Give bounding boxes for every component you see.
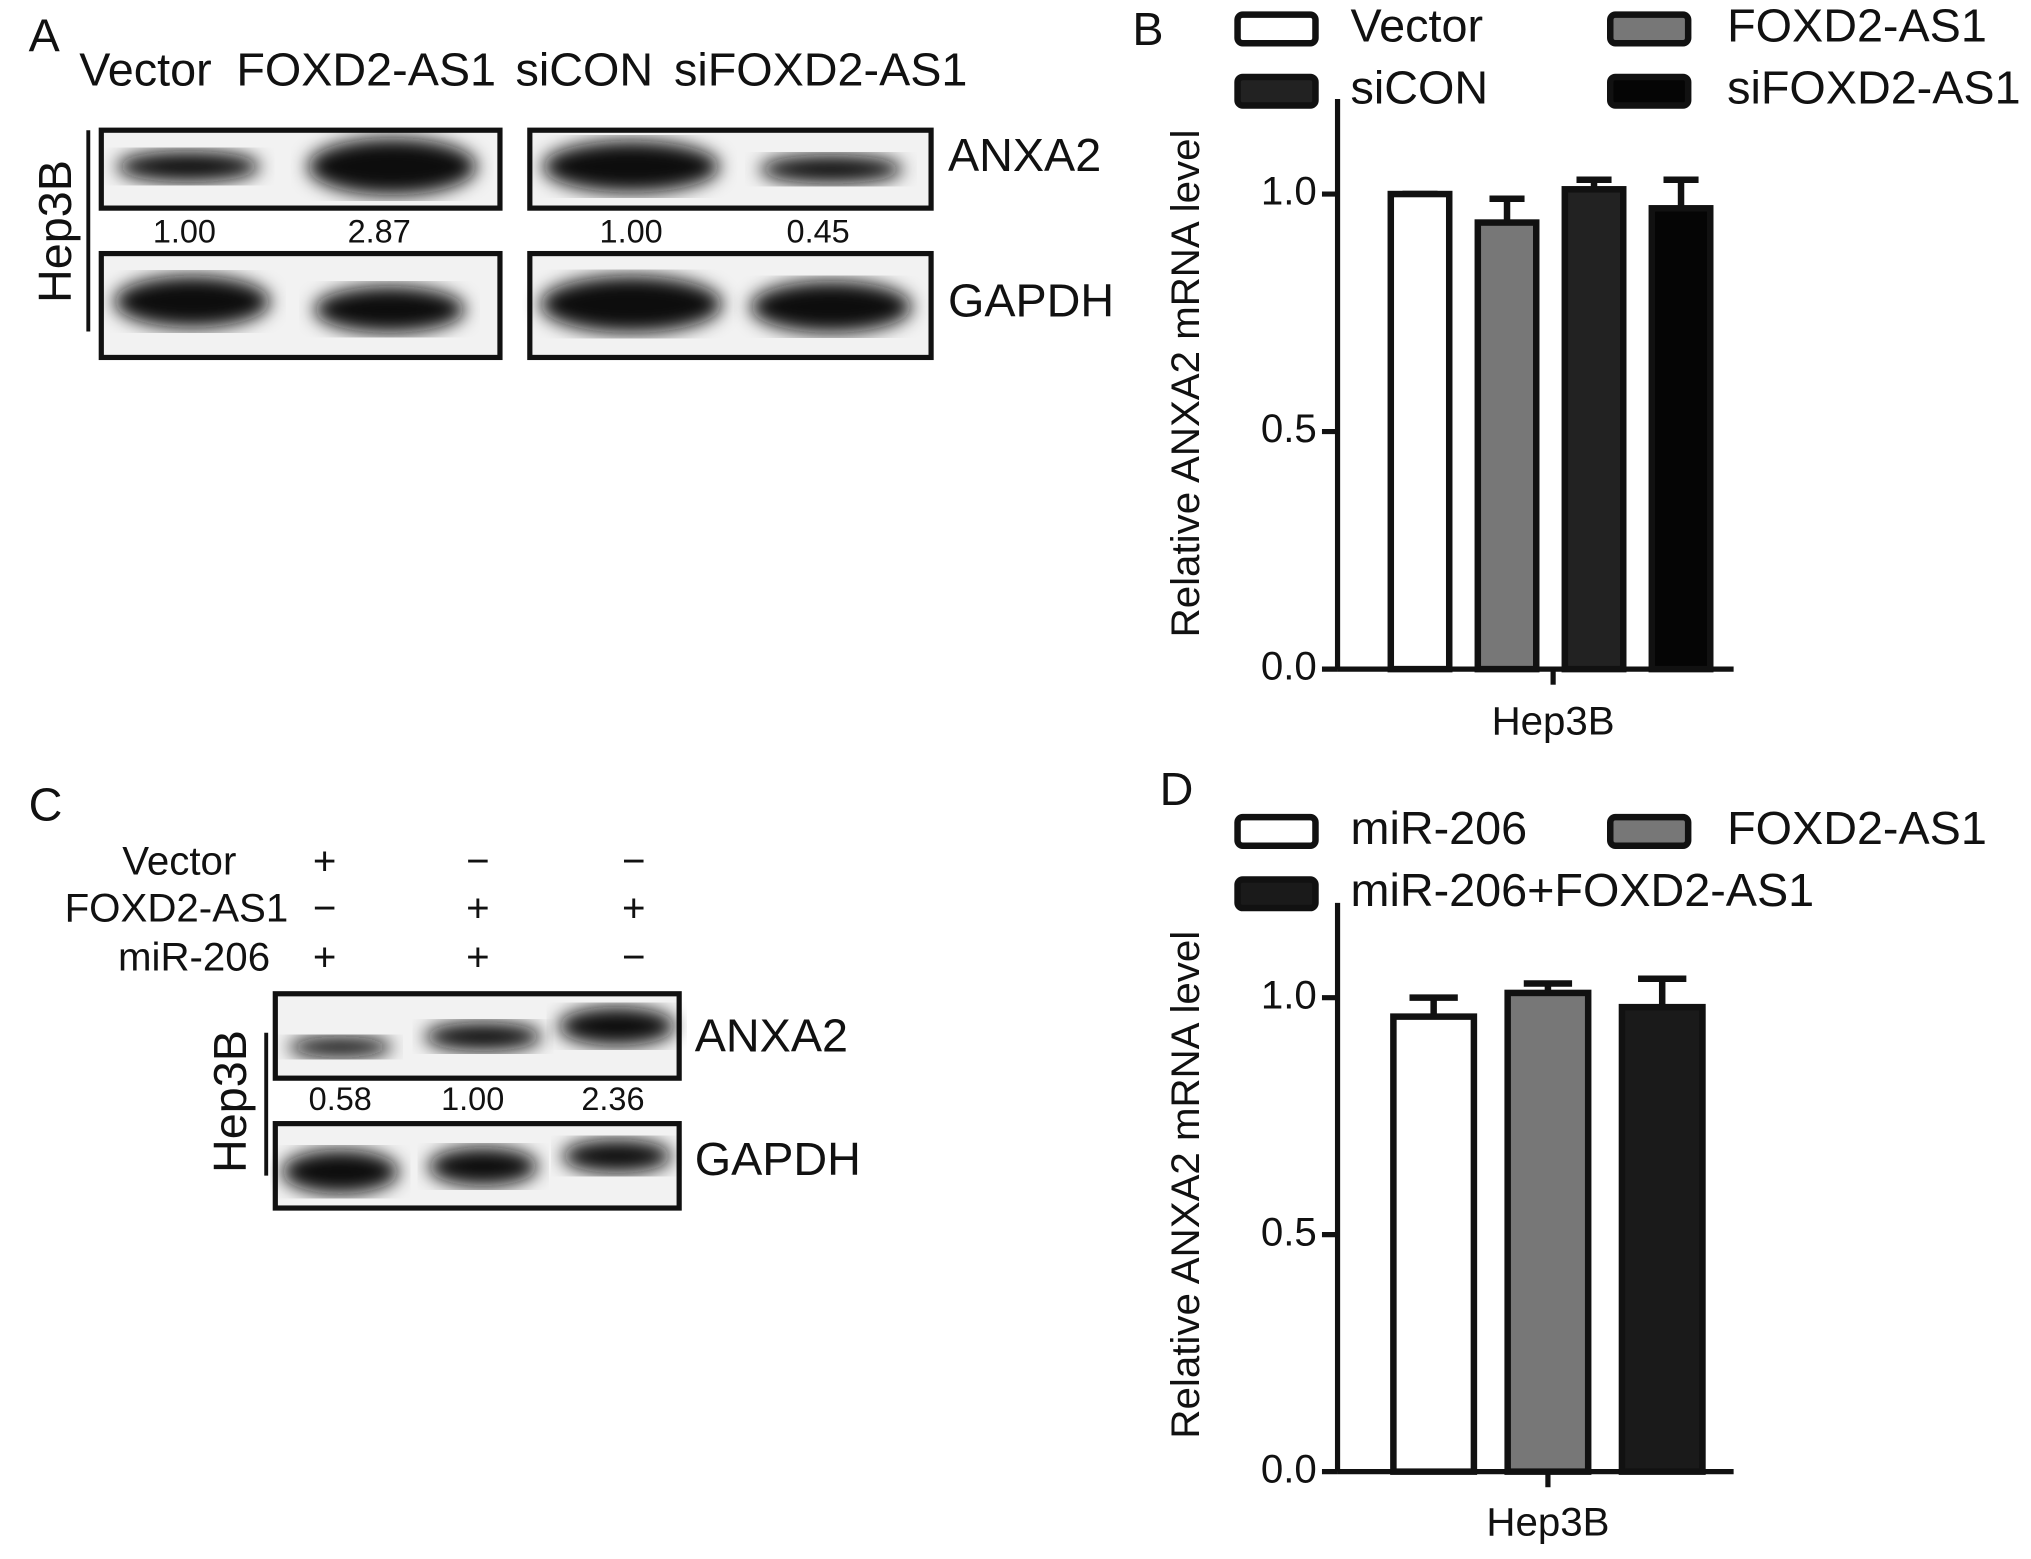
lane-label: siFOXD2-AS1: [674, 43, 967, 95]
y-tick-label: 0.0: [1261, 1446, 1317, 1491]
band: [116, 150, 260, 183]
legend-swatch: [1607, 813, 1692, 849]
row-label: ANXA2: [948, 129, 1101, 181]
y-tick-label: 0.5: [1261, 406, 1317, 451]
condition-label: Vector: [122, 839, 236, 884]
quantification: 1.00: [441, 1081, 504, 1117]
quantification: 2.87: [348, 214, 411, 250]
lane-label: siCON: [516, 43, 654, 95]
quantification: 2.36: [581, 1081, 644, 1117]
condition-mark: −: [622, 935, 646, 980]
row-label: GAPDH: [948, 275, 1114, 327]
band: [558, 1006, 676, 1046]
bar: [1390, 1013, 1478, 1475]
panel-c: C Vector FOXD2-AS1 miR-206 + − −− + ++ + − 0.5…: [29, 778, 861, 1211]
row-label: ANXA2: [695, 1010, 848, 1062]
y-tick-label: 0.0: [1261, 644, 1317, 689]
quantification: 1.00: [600, 214, 663, 250]
band: [114, 275, 271, 328]
legend-swatch: [1234, 73, 1319, 109]
panel-a: A Vector FOXD2-AS1 siCON siFOXD2-AS1 1.0…: [29, 10, 1114, 361]
legend-label: siCON: [1351, 62, 1489, 114]
panel-letter: D: [1160, 763, 1194, 815]
bar: [1618, 1003, 1706, 1475]
condition-mark: −: [313, 885, 337, 930]
quantification: 0.58: [309, 1081, 372, 1117]
x-tick-label: Hep3B: [1486, 1500, 1609, 1545]
band: [281, 1149, 399, 1194]
band: [750, 280, 912, 333]
band: [424, 1022, 542, 1051]
quantification: 1.00: [153, 214, 216, 250]
band: [288, 1036, 393, 1058]
legend-swatch: [1607, 73, 1692, 109]
bar: [1504, 989, 1592, 1475]
lane-label: Vector: [79, 43, 212, 95]
condition-mark: −: [622, 839, 646, 884]
legend-label: miR-206+FOXD2-AS1: [1351, 864, 1815, 916]
band: [428, 1147, 538, 1186]
y-tick-label: 1.0: [1261, 169, 1317, 214]
panel-letter: C: [29, 778, 63, 830]
row-label: GAPDH: [695, 1133, 861, 1185]
condition-mark: +: [466, 885, 490, 930]
legend-swatch: [1234, 11, 1319, 47]
cell-line: Hep3B: [204, 1030, 256, 1173]
panel-letter: A: [29, 10, 61, 62]
band: [759, 154, 903, 184]
legend-label: siFOXD2-AS1: [1727, 62, 2020, 114]
band: [307, 137, 477, 196]
condition-label: miR-206: [118, 935, 270, 980]
y-tick-label: 0.5: [1261, 1209, 1317, 1254]
band: [314, 286, 465, 333]
y-axis-label: Relative ANXA2 mRNA level: [1163, 130, 1208, 638]
condition-mark: +: [313, 839, 337, 884]
cell-line: Hep3B: [29, 160, 81, 303]
bar: [1387, 190, 1453, 673]
condition-label: FOXD2-AS1: [65, 885, 289, 930]
band: [542, 140, 720, 193]
quantification: 0.45: [787, 214, 850, 250]
condition-mark: +: [466, 935, 490, 980]
bar: [1648, 205, 1714, 673]
condition-mark: −: [466, 839, 490, 884]
y-axis-label: Relative ANXA2 mRNA level: [1163, 931, 1208, 1439]
legend-swatch: [1234, 876, 1319, 912]
bar: [1561, 186, 1627, 673]
legend-label: FOXD2-AS1: [1727, 802, 1987, 854]
bar: [1474, 219, 1540, 673]
legend-label: Vector: [1351, 0, 1483, 51]
panel-letter: B: [1132, 3, 1163, 55]
band: [562, 1139, 672, 1173]
y-tick-label: 1.0: [1261, 972, 1317, 1017]
legend-label: miR-206: [1351, 802, 1528, 854]
legend-swatch: [1234, 813, 1319, 849]
legend-swatch: [1607, 11, 1692, 47]
band: [540, 275, 723, 333]
x-tick-label: Hep3B: [1492, 698, 1615, 743]
condition-mark: +: [313, 935, 337, 980]
legend-label: FOXD2-AS1: [1727, 0, 1987, 51]
lane-label: FOXD2-AS1: [236, 43, 496, 95]
condition-mark: +: [622, 885, 646, 930]
